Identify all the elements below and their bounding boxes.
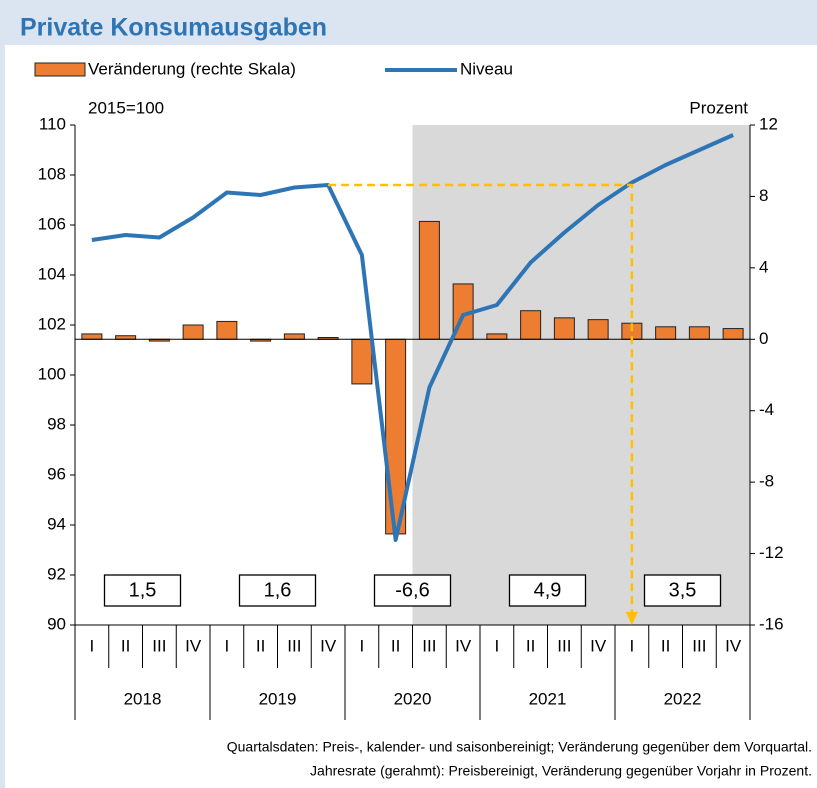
- y2-tick-label: 4: [759, 257, 768, 276]
- y-tick-label: 100: [38, 364, 66, 383]
- y-tick-label: 108: [38, 164, 66, 183]
- year-label: 2019: [259, 689, 297, 708]
- x-tick-label: III: [422, 636, 436, 655]
- y-tick-label: 96: [47, 464, 66, 483]
- y2-tick-label: 0: [759, 329, 768, 348]
- x-tick-label: III: [287, 636, 301, 655]
- x-tick-label: I: [90, 636, 95, 655]
- guide-arrow: [625, 612, 638, 625]
- guide-line: [328, 183, 634, 615]
- annual-label: 4,9: [534, 579, 562, 601]
- x-tick-label: IV: [455, 636, 472, 655]
- legend-label: Veränderung (rechte Skala): [88, 59, 296, 78]
- y2-tick-label: -8: [759, 472, 774, 491]
- y2-tick-label: 8: [759, 186, 768, 205]
- bar: [81, 333, 103, 340]
- bar: [688, 326, 710, 340]
- x-tick-label: II: [526, 636, 535, 655]
- legend-swatch: [34, 62, 86, 77]
- bar: [486, 333, 508, 340]
- bar: [182, 324, 204, 340]
- bar: [587, 319, 609, 340]
- y2-tick-label: 12: [759, 114, 778, 133]
- line-series: [91, 133, 734, 542]
- bar: [351, 338, 373, 385]
- y-tick-label: 104: [38, 264, 66, 283]
- bar: [655, 326, 677, 340]
- x-tick-label: I: [360, 636, 365, 655]
- y2-axis-label: Prozent: [689, 98, 748, 117]
- footnote: Quartalsdaten: Preis-, kalender- und sai…: [227, 739, 812, 755]
- year-label: 2021: [529, 689, 567, 708]
- x-tick-label: III: [692, 636, 706, 655]
- x-tick-label: III: [557, 636, 571, 655]
- y-tick-label: 102: [38, 314, 66, 333]
- x-tick-label: IV: [590, 636, 607, 655]
- bar: [520, 310, 542, 340]
- annual-box: [373, 574, 452, 607]
- legend-label: Niveau: [460, 59, 513, 78]
- title-bar: [0, 0, 817, 45]
- y-tick-label: 92: [47, 564, 66, 583]
- x-tick-label: II: [256, 636, 265, 655]
- chart-title: Private Konsumausgaben: [20, 14, 327, 42]
- annual-label: -6,6: [395, 579, 429, 601]
- x-tick-label: II: [121, 636, 130, 655]
- shaded-region: [412, 125, 750, 625]
- y-axis-label: 2015=100: [88, 98, 164, 117]
- year-label: 2020: [394, 689, 432, 708]
- annual-box: [103, 574, 182, 607]
- annual-box: [238, 574, 317, 607]
- bar: [722, 328, 744, 340]
- annual-label: 1,5: [129, 579, 157, 601]
- year-label: 2022: [664, 689, 702, 708]
- x-tick-label: IV: [185, 636, 202, 655]
- y2-tick-label: -16: [759, 614, 784, 633]
- y-tick-label: 94: [47, 514, 66, 533]
- x-tick-label: III: [152, 636, 166, 655]
- y-tick-label: 90: [47, 614, 66, 633]
- annual-label: 1,6: [264, 579, 292, 601]
- annual-label: 3,5: [669, 579, 697, 601]
- year-label: 2018: [124, 689, 162, 708]
- footnote: Jahresrate (gerahmt): Preisbereinigt, Ve…: [310, 763, 812, 779]
- x-tick-label: IV: [320, 636, 337, 655]
- x-tick-label: II: [661, 636, 670, 655]
- y-tick-label: 98: [47, 414, 66, 433]
- bar: [418, 220, 440, 340]
- x-tick-label: IV: [725, 636, 742, 655]
- x-tick-label: I: [495, 636, 500, 655]
- bar: [216, 320, 238, 340]
- left-border: [0, 45, 5, 788]
- x-tick-label: I: [630, 636, 635, 655]
- annual-box: [508, 574, 587, 607]
- bar: [115, 335, 137, 340]
- y2-tick-label: -4: [759, 400, 774, 419]
- y-tick-label: 110: [39, 114, 66, 133]
- y2-tick-label: -12: [759, 543, 784, 562]
- annual-box: [643, 574, 722, 607]
- x-tick-label: II: [391, 636, 400, 655]
- bar: [553, 317, 575, 340]
- x-tick-label: I: [225, 636, 230, 655]
- bar: [283, 333, 305, 340]
- y-tick-label: 106: [38, 214, 66, 233]
